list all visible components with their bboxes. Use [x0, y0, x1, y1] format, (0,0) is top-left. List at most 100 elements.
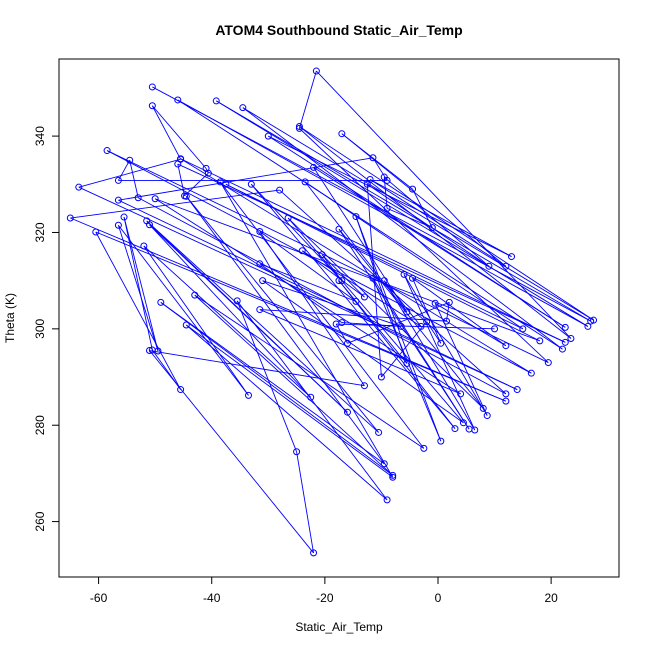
series-line-segment — [160, 301, 385, 465]
data-point — [259, 277, 267, 285]
data-point — [360, 293, 368, 301]
data-point — [483, 412, 491, 420]
series-line-segment — [149, 350, 365, 387]
data-point — [403, 360, 411, 368]
series-line-segment — [78, 158, 181, 188]
x-tick-label: 0 — [435, 591, 442, 605]
series-line-segment — [316, 70, 572, 339]
series-line-segment — [177, 163, 566, 343]
data-point — [584, 322, 592, 330]
series-line-segment — [149, 224, 312, 398]
data-point — [148, 83, 156, 91]
data-point — [445, 298, 453, 306]
y-axis: 260 280 300 320 340 — [33, 126, 60, 532]
series-line-segment — [160, 301, 394, 476]
series-line-segment — [313, 167, 566, 328]
data-point — [561, 338, 569, 346]
y-tick-label: 260 — [33, 511, 47, 531]
series-line-segment — [143, 245, 249, 396]
data-point — [307, 393, 315, 401]
data-point — [352, 213, 360, 221]
data-point — [332, 320, 340, 328]
data-point — [567, 334, 575, 342]
series-line-segment — [367, 183, 490, 267]
data-point — [343, 408, 351, 416]
series-line-segment — [299, 126, 594, 321]
x-axis: -60 -40 -20 0 20 — [90, 576, 558, 605]
series-line-segment — [381, 321, 428, 378]
y-tick-label: 300 — [33, 319, 47, 339]
series-line-segment — [259, 309, 461, 395]
series-line-segment — [298, 70, 317, 129]
series-line-segment — [180, 158, 566, 343]
data-point — [380, 173, 388, 181]
data-point — [360, 382, 368, 390]
data-point — [380, 460, 388, 468]
data-point — [536, 337, 544, 345]
series-line-segment — [369, 179, 512, 257]
series-line-segment — [155, 198, 540, 342]
data-point — [431, 299, 439, 307]
data-point — [256, 306, 264, 314]
series-line-segment — [129, 160, 139, 198]
data-point — [312, 67, 320, 75]
data-point — [459, 419, 467, 427]
chart-title: ATOM4 Southbound Static_Air_Temp — [215, 22, 462, 38]
data-point — [177, 155, 185, 163]
series-line-segment — [347, 301, 450, 344]
y-tick-label: 280 — [33, 415, 47, 435]
series-line-segment — [403, 274, 476, 431]
data-point — [191, 291, 199, 299]
series-line-segment — [151, 105, 207, 169]
series-line-segment — [194, 294, 425, 449]
series-line-segment — [268, 135, 512, 257]
series-line-segment — [154, 198, 461, 395]
series-line-segment — [355, 216, 442, 442]
series-line-segment — [185, 196, 379, 433]
data-point — [343, 339, 351, 347]
data-point — [256, 228, 264, 236]
series-line-segment — [335, 323, 348, 344]
data-point — [366, 175, 374, 183]
data-point — [437, 437, 445, 445]
data-point — [222, 180, 230, 188]
data-point — [369, 274, 377, 282]
data-point — [301, 178, 309, 186]
series-line-segment — [383, 280, 476, 431]
data-point — [389, 473, 397, 481]
series-line-segment — [301, 250, 365, 298]
series-line-segment — [146, 220, 348, 413]
data-point — [369, 154, 377, 162]
series-line-segment — [117, 225, 159, 352]
data-point — [502, 262, 510, 270]
data-point — [295, 124, 303, 132]
data-point — [298, 247, 306, 255]
data-markers — [66, 67, 598, 557]
series-line-segment — [299, 126, 572, 339]
series-line-segment — [296, 451, 314, 553]
data-point — [295, 122, 303, 130]
series-line-segment — [338, 280, 456, 429]
data-point — [182, 321, 190, 329]
series-line-segment — [242, 107, 594, 321]
data-point — [437, 339, 445, 347]
data-point — [239, 104, 247, 112]
series-line-segment — [336, 323, 495, 330]
data-point — [216, 178, 224, 186]
series-line-segment — [287, 217, 464, 424]
series-line-segment — [250, 183, 456, 429]
series-line-segment — [412, 278, 442, 344]
data-point — [544, 359, 552, 367]
data-point — [103, 147, 111, 155]
series-line-segment — [137, 197, 507, 395]
series-line-segment — [149, 350, 314, 554]
series-line-segment — [236, 300, 297, 452]
data-point — [397, 322, 405, 330]
series-line-segment — [321, 254, 343, 281]
series-line-segment — [304, 181, 524, 330]
data-point — [375, 428, 383, 436]
data-point — [457, 390, 465, 398]
series-line-segment — [95, 231, 507, 402]
series-line-segment — [70, 189, 280, 219]
